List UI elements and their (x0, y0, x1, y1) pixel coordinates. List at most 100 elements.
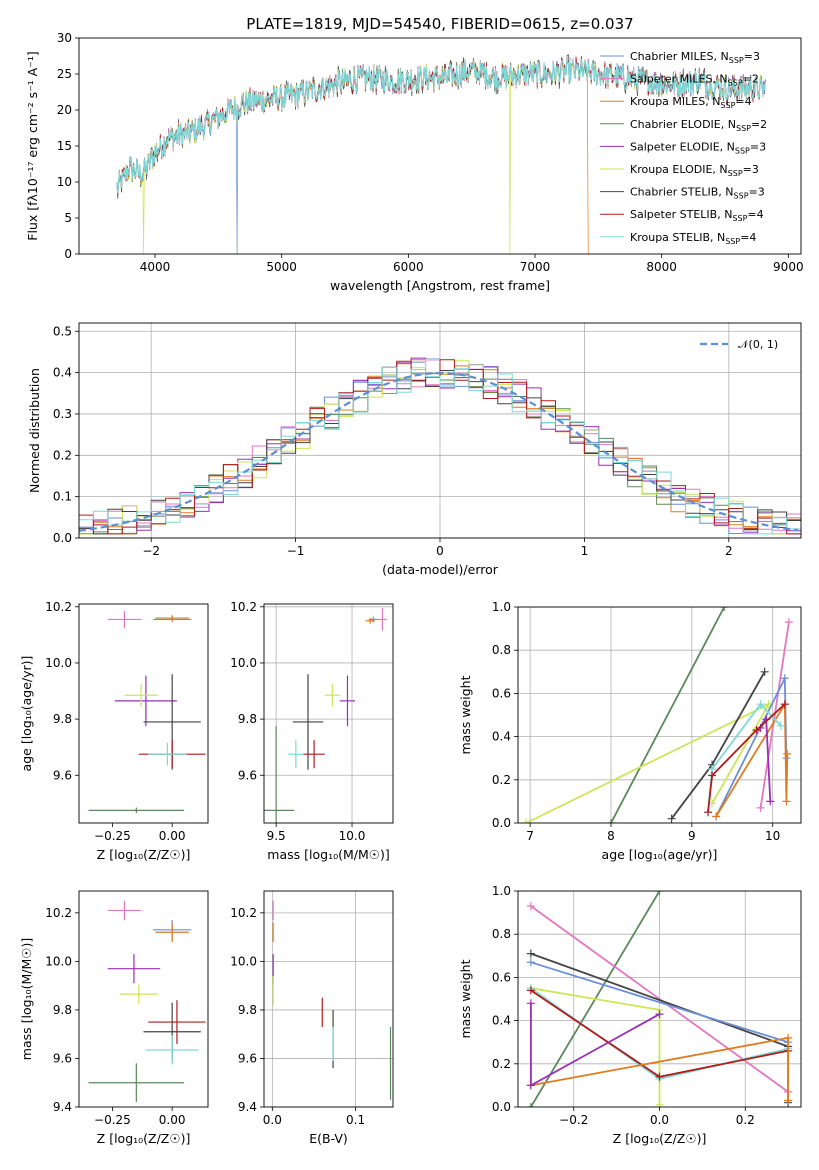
x-tick-label: 8000 (646, 260, 677, 274)
y-tick-label: 0.3 (53, 407, 72, 421)
y-tick-label: 1.0 (492, 600, 511, 614)
panel-mass_vs_ebv: 0.0 0.1 9.4 9.6 9.8 10.0 10.2 E(B-V) (230, 890, 394, 1146)
weight-marker (784, 1033, 793, 1042)
weight-marker (752, 726, 761, 735)
errorbar-point (114, 675, 177, 727)
x-tick-label: 8 (607, 829, 615, 843)
plot-area (518, 891, 801, 1107)
y-tick-label: 0.0 (492, 1100, 511, 1114)
weight-line (525, 702, 771, 823)
y-tick-label: 0.0 (492, 816, 511, 830)
plot-area (116, 54, 766, 254)
panel-massweight_vs_age: 7 8 9 10 0.0 0.2 0.4 0.6 0.8 1.0 age [log₁₀(age/yr… (458, 600, 802, 862)
panel-age_vs_mass: 9.5 10.0 9.6 9.8 10.0 10.2 mass [log₁₀(M/M☉)] (230, 600, 394, 862)
x-tick-label: 0.00 (159, 1113, 186, 1127)
y-tick-label: 9.8 (53, 712, 72, 726)
errorbar-point (303, 740, 325, 769)
x-axis-label: (data-model)/error (382, 562, 499, 577)
errorbar-point (155, 922, 189, 942)
y-tick-label: 9.4 (238, 1100, 257, 1114)
legend-entry: Chabrier STELIB, NSSP=3 (630, 186, 765, 201)
weight-marker (526, 958, 535, 967)
panel-massweight_vs_Z: −0.2 0.0 0.2 0.0 0.2 0.4 0.6 0.8 1.0 Z [log₁₀(Z/Z… (458, 884, 802, 1146)
errorbar-point (292, 674, 324, 770)
y-tick-label: 10.2 (45, 600, 72, 614)
errorbar-point (288, 740, 304, 769)
x-tick-label: 0.0 (650, 1113, 669, 1127)
x-tick-label: 0.2 (736, 1113, 755, 1127)
weight-marker (756, 803, 765, 812)
legend-entry: Kroupa ELODIE, NSSP=3 (630, 163, 759, 178)
y-tick-label: 30 (57, 31, 72, 45)
weight-marker (766, 797, 775, 806)
weight-marker (776, 721, 785, 730)
weight-marker (606, 819, 615, 823)
y-tick-label: 10.0 (230, 656, 257, 670)
x-tick-label: 9 (688, 829, 696, 843)
errorbar-point (339, 675, 356, 727)
y-axis-label: Normed distribution (27, 368, 42, 493)
x-tick-label: 0.0 (263, 1113, 282, 1127)
x-axis-label: age [log₁₀(age/yr)] (602, 847, 718, 862)
x-tick-label: 10 (765, 829, 780, 843)
errorbar-point (264, 726, 295, 823)
legend-entry: Chabrier MILES, NSSP=3 (630, 50, 760, 65)
y-tick-label: 0.4 (492, 1014, 511, 1028)
y-tick-label: 1.0 (492, 884, 511, 898)
axes-frame (517, 606, 802, 824)
weight-marker (760, 667, 769, 676)
weight-marker (655, 1010, 664, 1019)
plot-area (88, 611, 206, 814)
y-tick-label: 0.0 (53, 531, 72, 545)
axes-frame (78, 890, 209, 1108)
weight-marker (655, 891, 664, 895)
y-tick-label: 0.2 (492, 773, 511, 787)
weight-marker (655, 1072, 664, 1081)
weight-marker (784, 618, 793, 627)
axes-frame (78, 603, 209, 824)
legend-entry: 𝒩(0, 1) (738, 338, 778, 351)
gaussian-curve (79, 372, 799, 532)
legend: Chabrier MILES, NSSP=3 Salpeter MILES, NS… (600, 50, 767, 246)
y-axis-label: age [log₁₀(age/yr)] (19, 656, 34, 772)
y-tick-label: 10.2 (45, 906, 72, 920)
x-tick-label: 9000 (773, 260, 804, 274)
x-tick-label: 1 (581, 544, 589, 558)
y-tick-label: 0.4 (53, 366, 72, 380)
x-axis-label: wavelength [Angstrom, rest frame] (330, 278, 550, 293)
errorbar-point (324, 684, 340, 707)
plot-area (264, 604, 393, 823)
y-tick-label: 9.4 (53, 1100, 72, 1114)
legend-entry: Chabrier ELODIE, NSSP=2 (630, 118, 767, 133)
x-tick-label: 9.5 (267, 829, 286, 843)
y-tick-label: 10.2 (230, 600, 257, 614)
weight-marker (526, 949, 535, 958)
y-tick-label: 10.0 (230, 954, 257, 968)
legend-entry: Salpeter STELIB, NSSP=4 (630, 208, 764, 223)
y-tick-label: 9.6 (53, 1051, 72, 1065)
axes-frame (517, 890, 802, 1108)
errorbar-point (107, 954, 161, 984)
weight-marker (782, 797, 791, 806)
y-tick-label: 15 (57, 139, 72, 153)
x-axis-label: E(B-V) (309, 1131, 348, 1146)
plot-area (264, 891, 393, 1107)
weight-marker (784, 1096, 793, 1105)
panel-age_vs_Z: −0.25 0.00 9.6 9.8 10.0 10.2 Z [log₁₀(Z/Z☉)] ag… (19, 600, 209, 862)
x-tick-label: 7000 (520, 260, 551, 274)
panel-spectrum: 4000 5000 6000 7000 8000 9000 0 5 10 15 20 25 30 wave… (25, 31, 804, 293)
errorbar-point (107, 611, 142, 628)
plot-area (88, 900, 206, 1103)
errorbar-point (88, 1063, 185, 1103)
x-tick-label: 0.1 (346, 1113, 365, 1127)
errorbar-point (155, 615, 189, 621)
weight-marker (704, 808, 713, 817)
y-axis-label: mass weight (458, 675, 473, 754)
x-tick-label: −0.2 (559, 1113, 588, 1127)
errorbar-point (88, 807, 185, 814)
legend-entry: Salpeter MILES, NSSP=2 (630, 73, 759, 88)
x-tick-label: 7 (526, 829, 534, 843)
y-tick-label: 0.2 (492, 1057, 511, 1071)
weight-line (530, 961, 789, 1044)
y-tick-label: 9.6 (238, 1051, 257, 1065)
